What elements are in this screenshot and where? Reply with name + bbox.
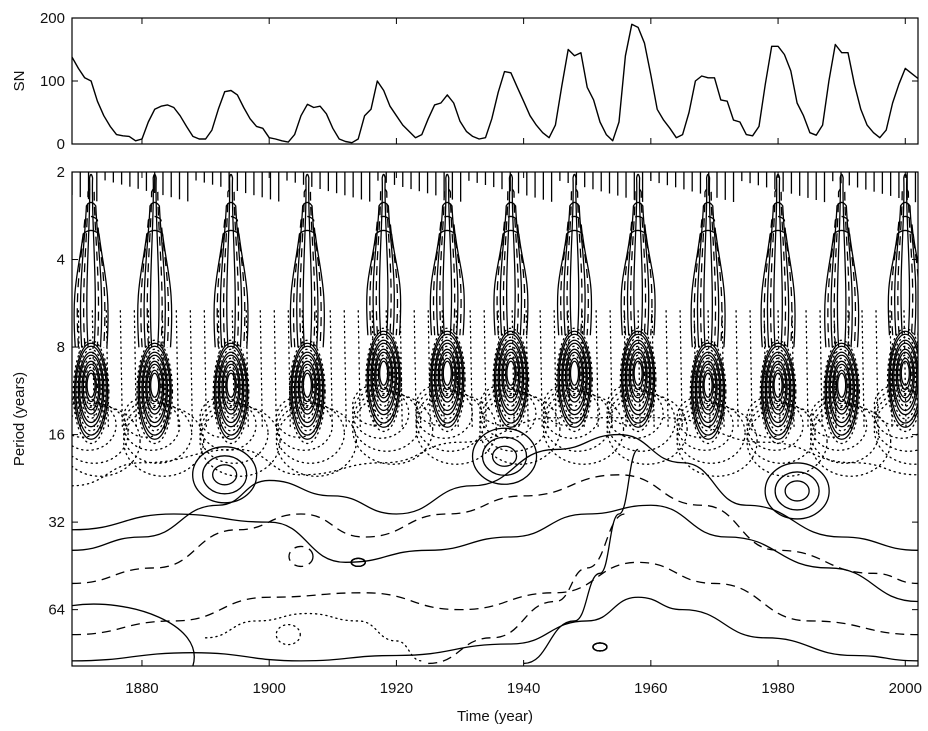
mid-band-texture (736, 311, 738, 427)
period-tick-label: 16 (48, 427, 65, 444)
sunspot-y-tick-label: 100 (40, 73, 65, 90)
power-band-contour (774, 373, 782, 397)
sunspot-y-ticks: 0 100 200 (40, 10, 918, 153)
sunspot-y-tick-label: 200 (40, 10, 65, 27)
mid-band-texture (540, 311, 542, 427)
mid-band-texture (470, 311, 472, 427)
power-band-contour (571, 361, 579, 385)
long-period-contour (206, 614, 422, 661)
short-period-plume (691, 230, 725, 347)
mid-band-texture (820, 311, 822, 427)
mid-band-texture (596, 311, 598, 427)
sunspot-panel-frame (72, 18, 918, 144)
contour-island (213, 465, 237, 485)
mid-band-texture (120, 311, 122, 427)
power-band-contour (139, 346, 170, 435)
power-band-contour (380, 361, 388, 385)
short-period-plume (214, 230, 248, 347)
long-period-contour (524, 449, 638, 663)
mid-band-texture (876, 311, 878, 427)
wavelet-x-label: Time (year) (457, 708, 533, 725)
short-period-plume (430, 230, 464, 335)
mid-band-texture (610, 311, 612, 427)
time-tick-label: 1880 (125, 680, 158, 697)
long-period-contour (72, 562, 918, 634)
time-tick-label: 1960 (634, 680, 667, 697)
sunspot-line (72, 24, 918, 142)
time-tick-label: 1920 (380, 680, 413, 697)
short-period-plume (138, 230, 172, 347)
mid-band-texture (638, 311, 640, 427)
short-period-plume (888, 230, 922, 335)
mid-band-texture (862, 311, 864, 427)
wavelet-contours (60, 172, 928, 666)
short-period-plume (558, 230, 592, 335)
power-band-contour (151, 373, 159, 397)
sunspot-panel: 0 100 200 SN (11, 10, 918, 153)
mid-band-texture (428, 311, 430, 427)
power-band-contour (826, 346, 857, 435)
sunspot-series-line (72, 24, 918, 142)
mid-band-texture (806, 311, 808, 427)
contour-island (483, 437, 527, 475)
mid-band-texture (344, 311, 346, 427)
power-band-contour (303, 373, 311, 397)
time-tick-label: 2000 (889, 680, 922, 697)
power-band-contour (292, 346, 323, 435)
time-tick-label: 1900 (253, 680, 286, 697)
short-period-plume (494, 230, 528, 335)
short-period-plume (825, 230, 859, 347)
mid-band-texture (190, 311, 192, 427)
contour-island (593, 643, 607, 651)
mid-band-texture (134, 311, 136, 427)
power-band-contour (443, 361, 451, 385)
mid-band-texture (260, 311, 262, 427)
power-band-contour (704, 373, 712, 397)
contour-island (775, 472, 819, 510)
contour-island (276, 625, 300, 645)
period-tick-label: 2 (57, 164, 65, 181)
power-band-contour (838, 373, 846, 397)
period-tick-label: 32 (48, 514, 65, 531)
wavelet-y-label: Period (years) (11, 372, 28, 466)
sunspot-y-label: SN (11, 71, 28, 92)
mid-band-texture (358, 311, 360, 427)
mid-band-texture (554, 311, 556, 427)
mid-band-texture (204, 311, 206, 427)
mid-band-texture (414, 311, 416, 427)
short-period-plume (761, 230, 795, 347)
period-tick-label: 4 (57, 252, 65, 269)
time-tick-label: 1940 (507, 680, 540, 697)
short-period-plume (74, 230, 108, 347)
contour-island (785, 481, 809, 501)
mid-band-texture (274, 311, 276, 427)
period-tick-label: 8 (57, 339, 65, 356)
power-band-contour (216, 346, 247, 435)
contour-island (289, 546, 313, 566)
power-band-contour (634, 361, 642, 385)
mid-band-texture (666, 311, 668, 427)
contour-island (203, 456, 247, 494)
power-band-contour (763, 346, 794, 435)
short-period-plume (367, 230, 401, 335)
time-tick-label: 1980 (761, 680, 794, 697)
short-period-plume (621, 230, 655, 335)
long-period-contour (428, 514, 625, 663)
period-tick-label: 64 (48, 602, 65, 619)
power-band-contour (559, 334, 590, 423)
mid-band-texture (750, 311, 752, 427)
mid-band-texture (484, 311, 486, 427)
contour-island (493, 446, 517, 466)
long-period-contour (72, 597, 918, 661)
short-period-plume (290, 230, 324, 347)
wavelet-panel: 2 4 8 16 32 64 1880 1900 1920 1940 1960 1980 2000 Pe… (11, 164, 928, 725)
sunspot-y-tick-label: 0 (57, 136, 65, 153)
power-band-contour (693, 346, 724, 435)
power-band-contour (76, 346, 107, 435)
